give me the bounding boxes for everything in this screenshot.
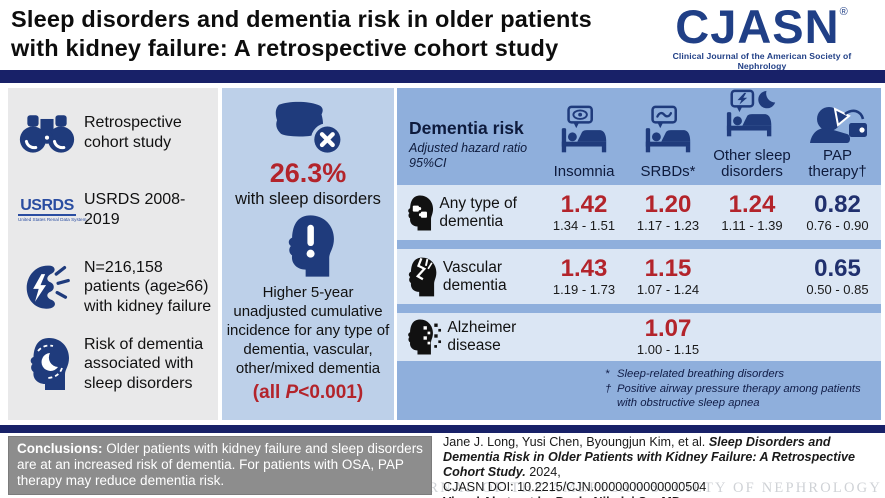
citation-block: Jane J. Long, Yusi Chen, Byoungjun Kim, … [443,435,879,498]
study-design-text: Retrospective cohort study [84,114,182,151]
title-line-1: Sleep disorders and dementia risk in old… [11,6,592,32]
column-label-srbds: SRBDs* [640,162,696,180]
table-row-alzheimer: Alzheimer disease 1.07 1.00 - 1.15 [397,313,881,361]
outcome-text: Risk of dementia associated with sleep d… [84,335,204,392]
study-overview-panel: Retrospective cohort study USRDS United … [8,88,218,420]
prevalence-value: 26.3% [269,158,347,188]
citation-year: 2024, [525,465,561,480]
head-puzzle-icon [408,194,434,231]
row-label-cell: Alzheimer disease [397,313,542,361]
cjasn-logo-tagline: Clinical Journal of the American Society… [672,51,852,72]
row-label-cell: Any type of dementia [397,187,542,239]
usrds-logo-subtext: United States Renal Data System [18,217,87,222]
column-header-pap: PAP therapy† [794,88,881,185]
prevalence-panel: 26.3% with sleep disorders Higher 5-year… [222,88,394,420]
list-item-population: N=216,158 patients (age≥66) with kidney … [8,257,218,317]
hr-cell: 1.24 1.11 - 1.39 [710,190,794,233]
significance-text: (all P<0.001) [252,382,364,404]
cjasn-logo-word: CJASN® [675,0,849,53]
bed-breathing-icon [645,105,691,153]
title-line-2: with kidney failure: A retrospective coh… [11,34,559,61]
footer-divider-bar [0,425,885,433]
hr-cell: 1.07 1.00 - 1.15 [626,315,710,358]
hr-cell: 1.43 1.19 - 1.73 [542,254,626,297]
row-label: Any type of dementia [439,194,517,230]
row-label-cell: Vascular dementia [397,251,542,303]
citation-doi: CJASN DOI: 10.2215/CJN.0000000000000504 [443,480,707,495]
data-source-text: USRDS 2008-2019 [84,191,186,228]
column-label-insomnia: Insomnia [553,162,615,180]
table-subtitle: Adjusted hazard ratio 95%CI [409,141,528,170]
table-title: Dementia risk [409,118,524,138]
page-title: Sleep disorders and dementia risk in old… [11,5,646,63]
row-label: Vascular dementia [442,258,507,294]
bed-bolt-moon-icon [726,89,776,136]
confidence-interval: 1.17 - 1.23 [636,217,700,233]
conclusions-heading: Conclusions: [17,441,103,456]
column-header-srbds: SRBDs* [626,88,710,185]
row-label: Alzheimer disease [447,319,517,354]
conclusions-box: Conclusions: Older patients with kidney … [8,436,432,495]
bed-eye-icon [561,105,607,153]
confidence-interval: 1.00 - 1.15 [636,342,700,357]
registered-mark-icon: ® [839,6,849,18]
footnote-pap: † Positive airway pressure therapy among… [605,382,861,410]
confidence-interval: 1.11 - 1.39 [721,217,783,233]
citation-study-title: Sleep Disorders and Dementia Risk in Old… [443,435,855,480]
column-header-other-sleep: Other sleep disorders [710,88,794,185]
usrds-logo: USRDS United States Renal Data System [17,198,87,222]
table-header-row: Dementia risk Adjusted hazard ratio 95%C… [397,88,881,185]
hr-cell: 1.20 1.17 - 1.23 [626,190,710,233]
head-sleep-cycle-icon [17,336,77,392]
conclusions-text: Older patients with kidney failure and s… [17,441,423,488]
table-title-cell: Dementia risk Adjusted hazard ratio 95%C… [397,88,542,185]
list-item-data-source: USRDS United States Renal Data System US… [8,180,218,240]
cjasn-logo: CJASN® Clinical Journal of the American … [651,0,873,72]
hazard-ratio: 1.24 [728,190,776,218]
header-divider-bar [0,70,885,83]
hr-cell: 0.82 0.76 - 0.90 [794,190,881,233]
visual-abstract-credit: Visual Abstract by Paolo Nikolai So, MD [443,495,879,498]
pap-mask-icon [809,106,867,143]
confidence-interval: 0.50 - 0.85 [806,281,869,297]
head-cracked-icon [408,257,437,296]
table-footnotes: * Sleep-related breathing disorders † Po… [605,367,867,411]
citation-authors: Jane J. Long, Yusi Chen, Byoungjun Kim, … [443,435,709,449]
hazard-ratio: 1.43 [560,254,608,282]
confidence-interval: 0.76 - 0.90 [806,217,869,233]
column-label-other-sleep: Other sleep disorders [713,146,791,180]
hazard-ratio: 1.20 [644,190,692,218]
binoculars-icon [17,111,77,155]
confidence-interval: 1.19 - 1.73 [552,281,616,297]
footnote-srbd: * Sleep-related breathing disorders [605,368,785,380]
hazard-ratio: 0.82 [814,190,861,218]
hazard-ratio: 0.65 [814,254,861,282]
confidence-interval: 1.34 - 1.51 [552,217,616,233]
usrds-logo-word: USRDS [18,198,76,216]
dementia-risk-table: Dementia risk Adjusted hazard ratio 95%C… [397,88,881,420]
table-row-vascular-dementia: Vascular dementia 1.43 1.19 - 1.73 1.15 … [397,249,881,304]
journal-watermark: CLINICAL JOURNAL OF THE AMERICAN SOCIETY… [304,480,882,496]
sleep-disorder-bed-x-icon [275,101,344,157]
head-exclamation-icon [288,215,334,277]
table-row-any-dementia: Any type of dementia 1.42 1.34 - 1.51 1.… [397,185,881,240]
hazard-ratio: 1.42 [560,190,608,218]
kidney-icon [17,261,77,313]
hazard-ratio: 1.07 [644,315,692,342]
list-item-study-design: Retrospective cohort study [8,103,218,163]
finding-text: Higher 5-year unadjusted cumulative inci… [226,284,390,377]
hr-cell: 1.15 1.07 - 1.24 [626,254,710,297]
list-item-outcome: Risk of dementia associated with sleep d… [8,334,218,394]
population-text: N=216,158 patients (age≥66) with kidney … [84,258,212,315]
column-label-pap: PAP therapy† [808,146,867,180]
column-header-insomnia: Insomnia [542,88,626,185]
confidence-interval: 1.07 - 1.24 [636,281,700,297]
hr-cell: 0.65 0.50 - 0.85 [794,254,881,297]
prevalence-label: with sleep disorders [235,190,381,208]
hazard-ratio: 1.15 [644,254,692,282]
head-pixelated-icon [408,319,442,355]
hr-cell: 1.42 1.34 - 1.51 [542,190,626,233]
